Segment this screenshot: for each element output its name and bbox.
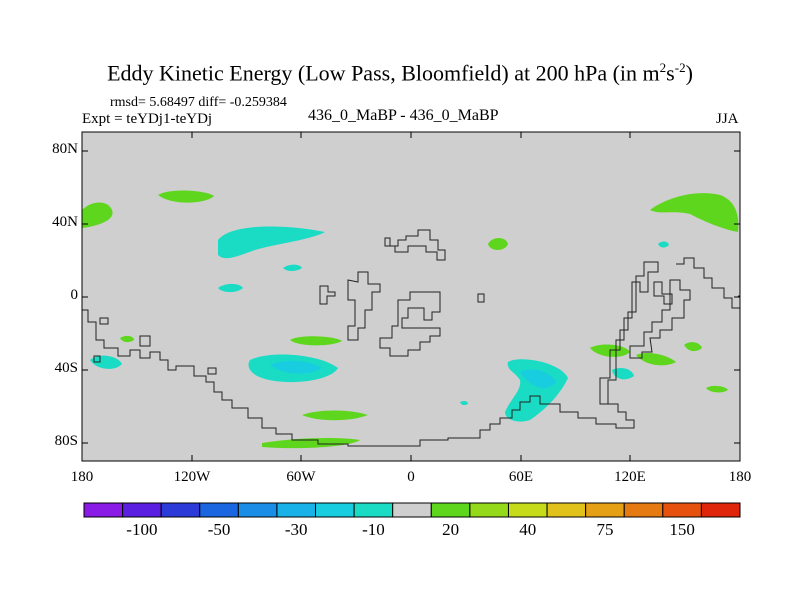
map-background bbox=[82, 132, 740, 461]
colorbar-swatch bbox=[469, 502, 509, 518]
negative-anomaly-core bbox=[270, 360, 322, 374]
colorbar-label: 20 bbox=[442, 520, 460, 539]
colorbar-swatch bbox=[430, 502, 471, 518]
colorbar-label: -50 bbox=[207, 520, 231, 539]
colorbar-swatch bbox=[507, 502, 548, 518]
positive-anomaly bbox=[290, 336, 342, 346]
colorbar-label: -100 bbox=[126, 520, 158, 539]
positive-anomaly bbox=[636, 352, 676, 366]
negative-anomaly-core bbox=[520, 369, 556, 388]
colorbar-label: -10 bbox=[362, 520, 385, 539]
lon-label-60w: 60W bbox=[286, 469, 316, 485]
lon-label-0: 0 bbox=[407, 469, 415, 485]
lat-label-eq: 0 bbox=[70, 287, 79, 303]
colorbar-swatch bbox=[160, 502, 201, 518]
lon-label-180w: 180 bbox=[70, 469, 94, 485]
negative-anomaly bbox=[505, 359, 568, 422]
lat-label-80s: 80S bbox=[54, 433, 78, 449]
coastline bbox=[347, 271, 381, 341]
negative-anomaly bbox=[90, 355, 122, 369]
lon-label-120e: 120E bbox=[614, 469, 646, 485]
negative-anomaly bbox=[460, 400, 468, 406]
coastline bbox=[139, 335, 151, 347]
contour-fill-layer bbox=[82, 190, 739, 449]
rmsd-diff-text: rmsd= 5.68497 diff= -0.259384 bbox=[110, 95, 287, 110]
coastlines bbox=[82, 229, 740, 447]
negative-anomaly bbox=[283, 264, 302, 271]
colorbar-swatch bbox=[546, 502, 587, 518]
coastline bbox=[379, 291, 441, 357]
negative-anomaly bbox=[658, 241, 669, 248]
colorbar-swatch bbox=[199, 502, 239, 518]
negative-anomaly bbox=[612, 368, 634, 380]
positive-anomaly bbox=[262, 438, 360, 449]
lon-label-180e: 180 bbox=[728, 469, 752, 485]
coastline bbox=[207, 367, 217, 375]
coastline bbox=[99, 317, 109, 325]
colorbar-label: 40 bbox=[519, 520, 537, 539]
colorbar-swatch bbox=[623, 502, 664, 518]
positive-anomaly bbox=[120, 335, 134, 343]
coastline bbox=[477, 293, 485, 303]
coastline bbox=[93, 355, 101, 363]
colorbar-swatch bbox=[353, 502, 394, 518]
negative-anomaly bbox=[218, 283, 243, 293]
colorbar-swatch bbox=[83, 502, 124, 518]
experiment-label: Expt = teYDj1-teYDj bbox=[82, 111, 213, 127]
positive-anomaly bbox=[684, 342, 702, 352]
colorbar-label: 75 bbox=[596, 520, 614, 539]
coastline bbox=[676, 257, 740, 309]
axis-ticks bbox=[82, 132, 740, 461]
coastline bbox=[629, 279, 691, 359]
coastline bbox=[319, 285, 336, 305]
coastline bbox=[599, 261, 659, 405]
positive-anomaly bbox=[706, 385, 728, 393]
colorbar-swatch bbox=[700, 502, 741, 518]
lat-label-40s: 40S bbox=[54, 360, 78, 376]
colorbar-swatch bbox=[276, 502, 317, 518]
coastline bbox=[653, 281, 673, 305]
lat-label-80n: 80N bbox=[52, 141, 78, 157]
colorbar-swatch bbox=[315, 502, 355, 518]
lon-label-120w: 120W bbox=[173, 469, 211, 485]
colorbar-swatch bbox=[122, 502, 162, 518]
coastline bbox=[82, 309, 635, 447]
positive-anomaly bbox=[158, 190, 214, 203]
colorbar-swatch bbox=[237, 502, 278, 518]
case-label: 436_0_MaBP - 436_0_MaBP bbox=[308, 107, 499, 124]
season-label: JJA bbox=[716, 111, 739, 127]
lat-label-40n: 40N bbox=[52, 214, 78, 230]
coastline bbox=[384, 229, 446, 261]
colorbar-swatch bbox=[662, 502, 702, 518]
lon-label-60e: 60E bbox=[508, 469, 534, 485]
positive-anomaly bbox=[488, 238, 508, 250]
colorbar bbox=[83, 502, 741, 518]
colorbar-swatch bbox=[585, 502, 625, 518]
colorbar-label: 150 bbox=[669, 520, 695, 539]
negative-anomaly bbox=[218, 226, 325, 259]
positive-anomaly bbox=[82, 202, 113, 228]
positive-anomaly bbox=[302, 410, 368, 421]
colorbar-swatch bbox=[392, 502, 432, 518]
positive-anomaly bbox=[650, 193, 739, 232]
plot-title: Eddy Kinetic Energy (Low Pass, Bloomfiel… bbox=[107, 60, 693, 86]
colorbar-label: -30 bbox=[284, 520, 308, 539]
